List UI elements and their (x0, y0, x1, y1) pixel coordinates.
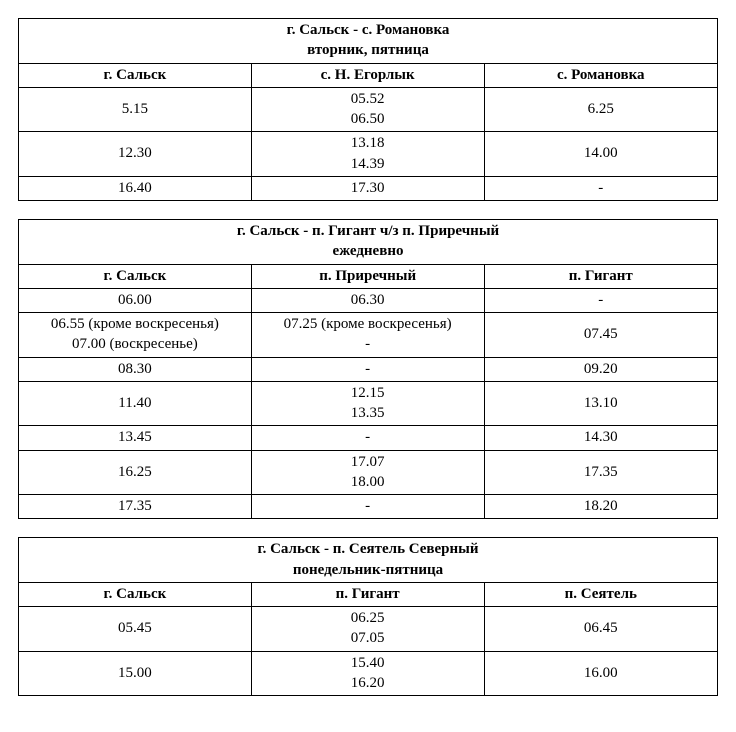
time-cell: 17.30 (251, 176, 484, 200)
time-cell: 06.30 (251, 288, 484, 312)
time-cell: 08.30 (19, 357, 252, 381)
column-header: с. Н. Егорлык (251, 63, 484, 87)
time-cell: 15.00 (19, 651, 252, 696)
time-value: - (256, 334, 480, 354)
time-cell: 18.20 (484, 495, 717, 519)
table-row: 17.35-18.20 (19, 495, 718, 519)
time-value: 13.18 (256, 133, 480, 153)
column-header: п. Гигант (251, 582, 484, 606)
time-cell: 07.45 (484, 313, 717, 358)
time-cell: 5.15 (19, 87, 252, 132)
time-cell: 15.4016.20 (251, 651, 484, 696)
column-header: с. Романовка (484, 63, 717, 87)
column-header: г. Сальск (19, 63, 252, 87)
time-value: 18.00 (256, 472, 480, 492)
time-value: 05.52 (256, 89, 480, 109)
time-value: 13.35 (256, 403, 480, 423)
time-cell: - (484, 288, 717, 312)
time-value: 06.50 (256, 109, 480, 129)
time-cell: 07.25 (кроме воскресенья)- (251, 313, 484, 358)
table-title-days: понедельник-пятница (23, 560, 713, 580)
time-cell: 09.20 (484, 357, 717, 381)
table-row: 08.30-09.20 (19, 357, 718, 381)
time-cell: 14.00 (484, 132, 717, 177)
table-title: г. Сальск - п. Гигант ч/з п. Приречныйеж… (19, 220, 718, 265)
schedule-tables-container: г. Сальск - с. Романовкавторник, пятница… (14, 18, 722, 696)
time-cell: 14.30 (484, 426, 717, 450)
table-title-route: г. Сальск - с. Романовка (23, 20, 713, 40)
table-row: 06.0006.30- (19, 288, 718, 312)
time-value: 15.40 (256, 653, 480, 673)
time-cell: 05.45 (19, 607, 252, 652)
time-cell: 17.35 (19, 495, 252, 519)
table-row: 5.1505.5206.506.25 (19, 87, 718, 132)
table-row: 12.3013.1814.3914.00 (19, 132, 718, 177)
time-cell: 13.10 (484, 381, 717, 426)
schedule-table: г. Сальск - с. Романовкавторник, пятница… (18, 18, 718, 201)
table-row: 15.0015.4016.2016.00 (19, 651, 718, 696)
time-cell: 17.35 (484, 450, 717, 495)
table-row: 13.45-14.30 (19, 426, 718, 450)
table-title-route: г. Сальск - п. Гигант ч/з п. Приречный (23, 221, 713, 241)
time-cell: 16.25 (19, 450, 252, 495)
table-title-route: г. Сальск - п. Сеятель Северный (23, 539, 713, 559)
column-header: г. Сальск (19, 582, 252, 606)
time-cell: - (484, 176, 717, 200)
table-row: 11.4012.1513.3513.10 (19, 381, 718, 426)
time-cell: 11.40 (19, 381, 252, 426)
time-cell: 17.0718.00 (251, 450, 484, 495)
table-title: г. Сальск - п. Сеятель Северныйпонедельн… (19, 538, 718, 583)
time-value: 07.05 (256, 628, 480, 648)
table-row: 16.4017.30- (19, 176, 718, 200)
time-cell: 06.00 (19, 288, 252, 312)
column-header: п. Приречный (251, 264, 484, 288)
time-cell: 06.2507.05 (251, 607, 484, 652)
table-row: 05.4506.2507.0506.45 (19, 607, 718, 652)
time-cell: - (251, 426, 484, 450)
time-cell: 05.5206.50 (251, 87, 484, 132)
time-value: 06.25 (256, 608, 480, 628)
table-row: 06.55 (кроме воскресенья)07.00 (воскресе… (19, 313, 718, 358)
table-title: г. Сальск - с. Романовкавторник, пятница (19, 19, 718, 64)
column-header: г. Сальск (19, 264, 252, 288)
time-value: 06.55 (кроме воскресенья) (23, 314, 247, 334)
schedule-table: г. Сальск - п. Сеятель Северныйпонедельн… (18, 537, 718, 696)
time-cell: 13.45 (19, 426, 252, 450)
time-cell: 13.1814.39 (251, 132, 484, 177)
time-value: 12.15 (256, 383, 480, 403)
time-value: 07.25 (кроме воскресенья) (256, 314, 480, 334)
time-value: 07.00 (воскресенье) (23, 334, 247, 354)
time-cell: 12.1513.35 (251, 381, 484, 426)
time-cell: 16.40 (19, 176, 252, 200)
time-value: 14.39 (256, 154, 480, 174)
time-value: 17.07 (256, 452, 480, 472)
time-cell: - (251, 357, 484, 381)
schedule-table: г. Сальск - п. Гигант ч/з п. Приречныйеж… (18, 219, 718, 519)
time-cell: - (251, 495, 484, 519)
table-title-days: ежедневно (23, 241, 713, 261)
column-header: п. Гигант (484, 264, 717, 288)
time-cell: 06.45 (484, 607, 717, 652)
column-header: п. Сеятель (484, 582, 717, 606)
time-cell: 12.30 (19, 132, 252, 177)
table-title-days: вторник, пятница (23, 40, 713, 60)
time-cell: 16.00 (484, 651, 717, 696)
time-cell: 6.25 (484, 87, 717, 132)
time-value: 16.20 (256, 673, 480, 693)
time-cell: 06.55 (кроме воскресенья)07.00 (воскресе… (19, 313, 252, 358)
table-row: 16.2517.0718.0017.35 (19, 450, 718, 495)
